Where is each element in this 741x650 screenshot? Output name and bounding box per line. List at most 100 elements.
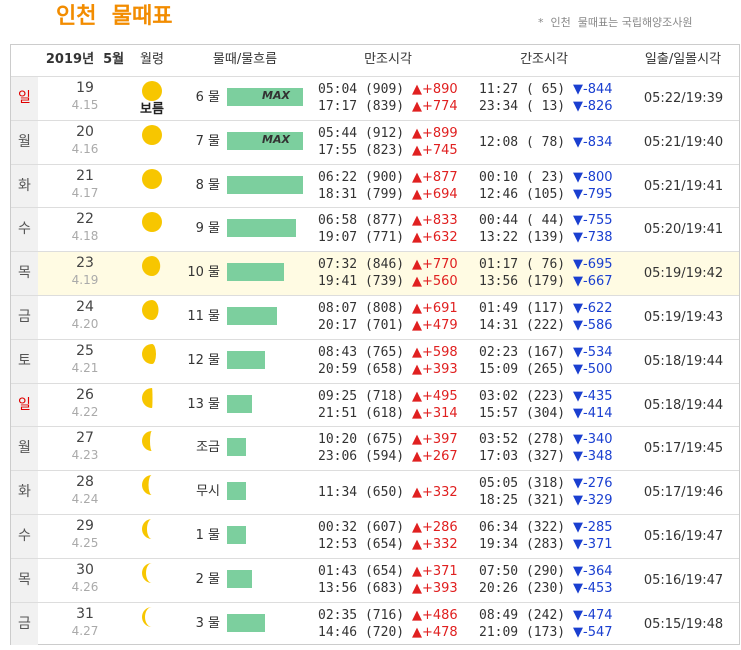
low-diff: ▼-329 bbox=[573, 493, 613, 509]
tide-day: 3 물 bbox=[195, 615, 220, 631]
low-diff: ▼-547 bbox=[573, 624, 613, 640]
column-header: 2019년 5월 bbox=[45, 52, 125, 67]
sun-times: 05:16/19:47 bbox=[643, 572, 724, 588]
high-tide: 13:56 (683) bbox=[318, 580, 405, 596]
high-diff: ▲+833 bbox=[412, 213, 458, 229]
high-tide: 17:17 (839) bbox=[318, 99, 405, 114]
tide-day: 12 물 bbox=[187, 352, 220, 368]
day: 일 bbox=[18, 396, 31, 413]
moon-phase bbox=[142, 431, 152, 452]
tide-bar bbox=[227, 131, 303, 150]
tide-bar bbox=[227, 394, 253, 413]
tide-bar bbox=[227, 526, 246, 544]
day: 목 bbox=[18, 265, 31, 282]
lunar-date: 4.25 bbox=[71, 536, 99, 550]
moon-icon bbox=[142, 300, 159, 320]
high-tide: 11:34 (650) bbox=[318, 485, 405, 501]
sun-times: 05:18/19:44 bbox=[643, 353, 724, 369]
day-cell bbox=[11, 426, 38, 471]
high-diff: ▲+877 bbox=[412, 169, 458, 185]
day: 월 bbox=[18, 440, 31, 457]
low-tide: 06:34 (322) bbox=[479, 520, 566, 535]
moon-phase bbox=[142, 300, 159, 320]
high-tide: 20:17 (701) bbox=[318, 318, 405, 333]
low-diff: ▼-348 bbox=[573, 449, 613, 465]
tide-bar bbox=[227, 88, 303, 106]
high-tide: 23:06 (594) bbox=[318, 449, 405, 465]
moon-icon bbox=[142, 431, 152, 452]
tide-day: 조금 bbox=[196, 440, 220, 456]
low-diff: ▼-800 bbox=[573, 169, 613, 185]
day-cell bbox=[11, 470, 38, 514]
date: 21 bbox=[76, 167, 94, 184]
day: 금 bbox=[18, 615, 31, 632]
low-tide: 00:10 ( 23) bbox=[479, 169, 566, 185]
low-tide: 14:31 (222) bbox=[479, 318, 566, 333]
date: 29 bbox=[76, 518, 94, 534]
low-diff: ▼-534 bbox=[573, 344, 613, 360]
lunar-date: 4.17 bbox=[71, 185, 99, 200]
high-diff: ▲+745 bbox=[412, 142, 458, 158]
date: 31 bbox=[76, 605, 94, 622]
column-header: 간조시각 bbox=[520, 52, 568, 67]
row-divider bbox=[11, 251, 739, 253]
day: 금 bbox=[18, 309, 31, 325]
sun-times: 05:18/19:44 bbox=[643, 397, 724, 413]
lunar-date: 4.20 bbox=[71, 317, 99, 331]
tide-day: 6 물 bbox=[195, 90, 220, 105]
low-tide: 05:05 (318) bbox=[479, 476, 566, 492]
high-tide: 06:58 (877) bbox=[318, 213, 405, 229]
moon-icon bbox=[142, 124, 162, 145]
row-divider bbox=[11, 295, 739, 296]
moon-phase bbox=[142, 212, 162, 233]
tide-day: 13 물 bbox=[187, 396, 220, 412]
tide-day: 8 물 bbox=[195, 177, 220, 193]
low-diff: ▼-414 bbox=[573, 405, 613, 421]
sun-times: 05:21/19:40 bbox=[643, 134, 724, 150]
low-tide: 08:49 (242) bbox=[479, 607, 566, 623]
low-diff: ▼-755 bbox=[573, 213, 613, 229]
sun-times: 05:19/19:43 bbox=[643, 310, 724, 325]
row-divider bbox=[11, 470, 739, 472]
low-diff: ▼-453 bbox=[573, 580, 613, 596]
tide-day: 11 물 bbox=[187, 309, 220, 324]
moon-phase bbox=[142, 519, 152, 539]
moon-phase bbox=[142, 475, 152, 496]
low-diff: ▼-667 bbox=[573, 274, 613, 290]
day-cell bbox=[11, 601, 38, 646]
low-tide: 01:17 ( 76) bbox=[479, 257, 566, 273]
tide-day: 1 물 bbox=[195, 528, 220, 543]
date: 30 bbox=[76, 561, 94, 578]
lunar-date: 4.21 bbox=[71, 360, 99, 375]
date: 25 bbox=[76, 342, 94, 359]
low-tide: 13:56 (179) bbox=[479, 274, 566, 290]
low-diff: ▼-586 bbox=[573, 318, 613, 333]
tide-bar bbox=[227, 613, 265, 632]
column-header: 만조시각 bbox=[364, 52, 412, 67]
low-tide: 18:25 (321) bbox=[479, 493, 566, 509]
sun-times: 05:20/19:41 bbox=[643, 222, 724, 238]
tide-bar bbox=[227, 307, 278, 325]
high-tide: 17:55 (823) bbox=[318, 142, 405, 158]
low-tide: 20:26 (230) bbox=[479, 580, 566, 596]
moon-phase bbox=[142, 124, 162, 145]
date: 22 bbox=[76, 211, 94, 228]
high-tide: 05:04 (909) bbox=[318, 82, 405, 97]
moon-icon bbox=[142, 519, 152, 539]
high-diff: ▲+890 bbox=[412, 82, 458, 97]
sun-times: 05:17/19:46 bbox=[643, 485, 724, 501]
day-cell bbox=[11, 382, 38, 427]
high-diff: ▲+774 bbox=[412, 99, 458, 114]
high-tide: 10:20 (675) bbox=[318, 432, 405, 448]
low-diff: ▼-364 bbox=[573, 563, 613, 579]
lunar-date: 4.23 bbox=[71, 448, 99, 463]
high-tide: 01:43 (654) bbox=[318, 563, 405, 579]
low-diff: ▼-738 bbox=[573, 230, 613, 246]
high-tide: 14:46 (720) bbox=[318, 624, 405, 640]
moon-icon bbox=[142, 212, 162, 233]
high-diff: ▲+479 bbox=[412, 318, 458, 333]
moon-icon bbox=[142, 562, 152, 583]
high-diff: ▲+598 bbox=[412, 344, 458, 360]
date: 24 bbox=[76, 299, 94, 315]
high-diff: ▲+478 bbox=[412, 624, 458, 640]
